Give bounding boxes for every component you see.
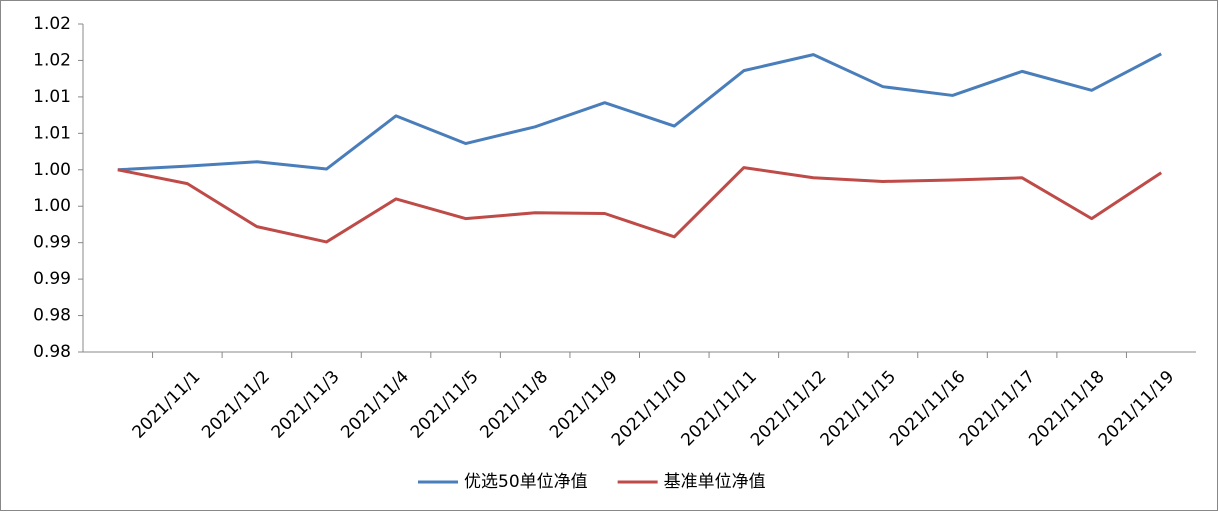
y-tick-label: 0.99	[33, 233, 71, 253]
legend-label: 基准单位净值	[664, 472, 766, 492]
y-tick-label: 1.02	[33, 14, 71, 34]
y-tick-label: 0.98	[33, 342, 71, 362]
y-tick-label: 1.00	[33, 196, 71, 216]
y-tick-label: 1.01	[33, 87, 71, 107]
y-tick-label: 0.98	[33, 306, 71, 326]
y-tick-label: 1.00	[33, 160, 71, 180]
y-tick-label: 0.99	[33, 269, 71, 289]
line-series	[117, 52, 1162, 172]
legend-label: 优选50单位净值	[464, 472, 588, 492]
y-tick-label: 1.02	[33, 50, 71, 70]
y-tick-label: 1.01	[33, 123, 71, 143]
line-series	[117, 166, 1163, 244]
